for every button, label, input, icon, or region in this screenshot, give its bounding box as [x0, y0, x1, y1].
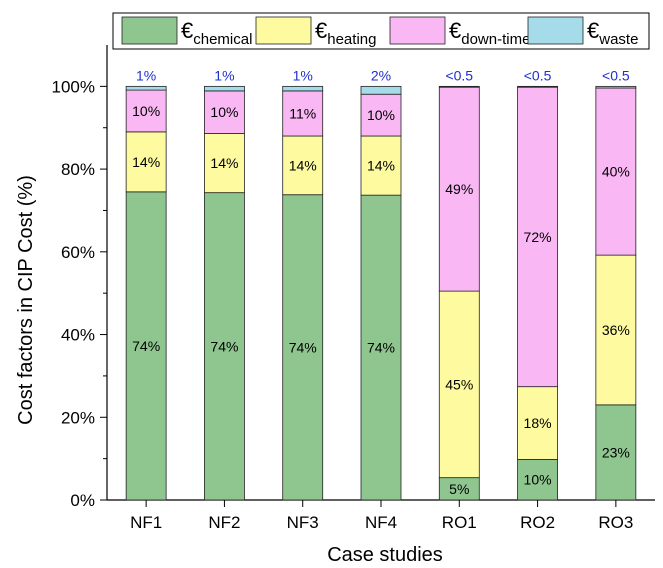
bar-segment-ro3-chemical — [595, 404, 637, 501]
waste-label-ro1: <0.5 — [445, 67, 473, 83]
data-label-ro1-down-time: 49% — [445, 181, 473, 197]
x-tick-label-nf4: NF4 — [365, 513, 397, 532]
legend-swatch-heating — [255, 16, 312, 45]
x-tick-label-ro3: RO3 — [598, 513, 633, 532]
data-label-ro1-chemical: 5% — [449, 481, 469, 497]
bar-segment-ro2-waste — [517, 85, 558, 88]
legend-entry-chemical: €chemical — [181, 18, 252, 48]
x-tick-label-nf2: NF2 — [208, 513, 240, 532]
y-axis-title: Cost factors in CIP Cost (%) — [15, 175, 37, 425]
bar-segment-ro1-heating — [438, 290, 480, 479]
x-tick-label-nf1: NF1 — [130, 513, 162, 532]
data-label-nf4-chemical: 74% — [367, 340, 395, 356]
data-label-nf2-down-time: 10% — [210, 104, 238, 120]
bar-segment-nf3-down-time — [282, 90, 324, 137]
data-label-nf3-down-time: 11% — [289, 105, 316, 121]
data-label-nf2-chemical: 74% — [210, 338, 238, 354]
legend-entry-heating: €heating — [315, 18, 376, 48]
plot-area: 74% 14% 10% 1% 74% 14% 10% 1% 74% 14% 11% 1% 74% 14% 1… — [106, 45, 655, 501]
data-label-ro1-heating: 45% — [445, 376, 473, 392]
y-tick-label: 60% — [61, 243, 95, 262]
bar-segment-nf3-heating — [282, 135, 324, 196]
data-label-ro2-down-time: 72% — [524, 229, 552, 245]
waste-label-nf4: 2% — [371, 67, 391, 83]
data-label-ro3-chemical: 23% — [602, 444, 630, 460]
waste-label-nf3: 1% — [293, 67, 313, 83]
x-axis: NF1 NF2 NF3 NF4 RO1 RO2 RO3 — [130, 500, 633, 532]
legend-entry-waste: €waste — [587, 18, 638, 48]
data-label-nf2-heating: 14% — [210, 155, 238, 171]
data-label-ro2-heating: 18% — [524, 415, 552, 431]
data-label-nf1-chemical: 74% — [132, 338, 160, 354]
bar-segment-nf4-heating — [360, 135, 402, 196]
legend-swatch-waste — [527, 16, 584, 45]
y-tick-label: 0% — [70, 491, 95, 510]
waste-label-ro2: <0.5 — [524, 67, 552, 83]
bar-segment-nf3-waste — [282, 85, 324, 92]
bar-segment-nf1-heating — [125, 131, 167, 193]
data-label-nf1-down-time: 10% — [132, 103, 160, 119]
bar-segment-nf1-waste — [125, 85, 167, 91]
waste-label-ro3: <0.5 — [602, 67, 630, 83]
bar-segment-nf4-chemical — [360, 194, 402, 501]
legend-swatch-chemical — [121, 16, 178, 45]
bar-segment-ro3-down-time — [595, 87, 637, 256]
bar-segment-nf1-chemical — [125, 191, 167, 501]
data-label-nf4-down-time: 10% — [367, 107, 395, 123]
legend: €chemical €heating €down-time €waste — [112, 12, 650, 50]
bar-segment-nf4-waste — [360, 85, 402, 95]
x-tick-label-nf3: NF3 — [287, 513, 319, 532]
bar-segment-ro2-down-time — [517, 86, 558, 388]
bar-segment-ro1-waste — [438, 85, 480, 88]
legend-entry-down-time: €down-time — [449, 18, 530, 48]
y-tick-label: 80% — [61, 160, 95, 179]
y-tick-label: 100% — [52, 77, 95, 96]
data-label-ro3-down-time: 40% — [602, 164, 630, 180]
waste-label-nf1: 1% — [136, 67, 156, 83]
bar-segment-ro3-waste — [595, 85, 637, 89]
y-tick-label: 40% — [61, 326, 95, 345]
bar-segment-nf2-waste — [204, 85, 245, 92]
data-label-nf3-chemical: 74% — [289, 339, 317, 355]
y-axis: 0% 20% 40% 60% 80% 100% — [52, 77, 107, 510]
bar-segment-ro1-down-time — [438, 86, 480, 292]
waste-label-nf2: 1% — [214, 67, 234, 83]
bar-segment-nf1-down-time — [125, 89, 167, 133]
data-label-nf1-heating: 14% — [132, 154, 160, 170]
bar-segment-ro2-heating — [517, 386, 558, 460]
data-label-nf4-heating: 14% — [367, 158, 395, 174]
legend-swatch-down-time — [389, 16, 446, 45]
x-tick-label-ro2: RO2 — [520, 513, 555, 532]
x-tick-label-ro1: RO1 — [442, 513, 477, 532]
data-label-ro3-heating: 36% — [602, 322, 630, 338]
bar-segment-nf3-chemical — [282, 194, 324, 501]
data-label-ro2-chemical: 10% — [524, 472, 552, 488]
y-tick-label: 20% — [61, 408, 95, 427]
data-label-nf3-heating: 14% — [289, 157, 317, 173]
x-axis-title: Case studies — [327, 544, 443, 566]
